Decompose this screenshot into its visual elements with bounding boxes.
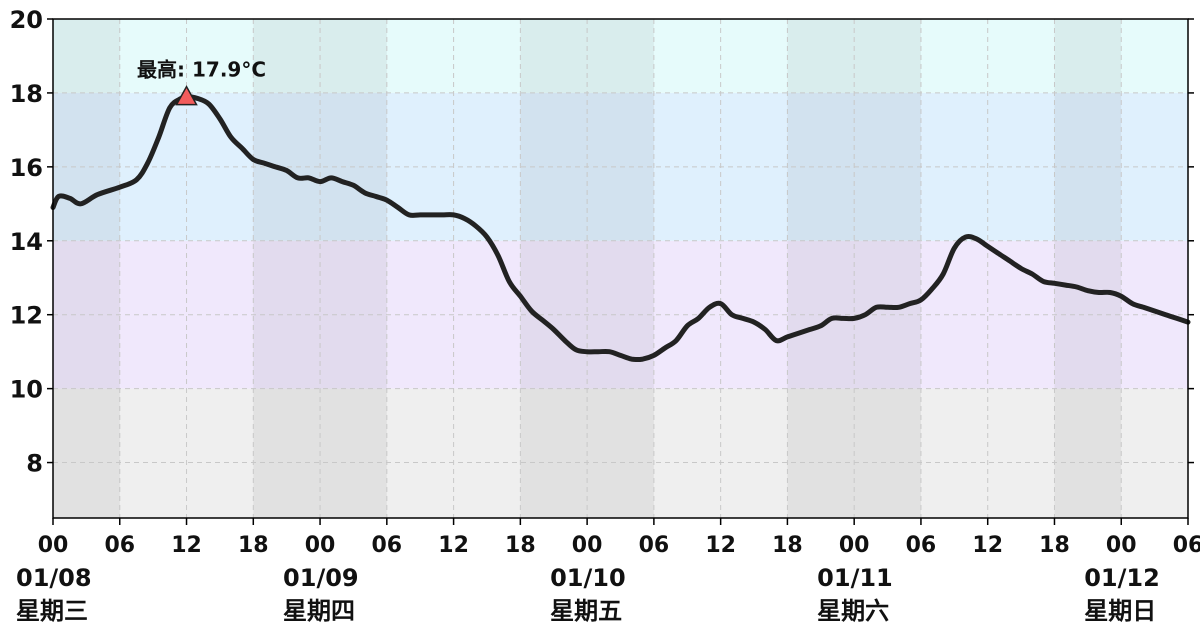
day-weekday-4: 星期日 [1084, 597, 1156, 625]
x-tick-label-15: 18 [1039, 533, 1070, 558]
day-date-4: 01/12 [1084, 564, 1160, 592]
day-date-0: 01/08 [16, 564, 92, 592]
y-tick-label-20: 20 [10, 6, 43, 34]
x-axis: 00 06 12 18 00 06 12 18 00 06 12 18 00 06 12 18 00 06 [38, 518, 1200, 558]
x-tick-label-17: 06 [1173, 533, 1200, 558]
y-tick-label-12: 12 [10, 302, 43, 330]
x-tick-label-10: 12 [705, 533, 736, 558]
y-tick-label-18: 18 [10, 80, 43, 108]
y-tick-label-10: 10 [10, 376, 43, 404]
x-tick-label-0: 00 [38, 533, 69, 558]
x-tick-label-13: 06 [906, 533, 937, 558]
x-tick-label-14: 12 [972, 533, 1003, 558]
y-tick-label-14: 14 [10, 228, 43, 256]
x-tick-label-11: 18 [772, 533, 803, 558]
day-weekday-2: 星期五 [550, 597, 622, 625]
y-axis: 8 10 12 14 16 18 20 [10, 6, 1194, 478]
x-tick-label-6: 12 [438, 533, 469, 558]
x-tick-label-1: 06 [104, 533, 135, 558]
max-temperature-label: 最高: 17.9°C [137, 58, 266, 82]
series-layer [50, 94, 1191, 363]
x-tick-label-16: 00 [1106, 533, 1137, 558]
x-tick-label-3: 18 [238, 533, 269, 558]
max-temperature-marker [175, 85, 198, 106]
night-shade-0 [53, 19, 120, 518]
day-labels: 01/08 星期三 01/09 星期四 01/10 星期五 01/11 星期六 01/12 星期日 [16, 564, 1160, 625]
x-tick-label-7: 18 [505, 533, 536, 558]
x-tick-label-2: 12 [171, 533, 202, 558]
x-tick-label-9: 06 [639, 533, 670, 558]
y-tick-label-8: 8 [26, 450, 43, 478]
y-tick-label-16: 16 [10, 154, 43, 182]
x-tick-label-5: 06 [372, 533, 403, 558]
x-tick-label-8: 00 [572, 533, 603, 558]
plot-frame [52, 18, 1189, 519]
temperature-band-3 [53, 19, 1188, 93]
day-weekday-0: 星期三 [16, 597, 88, 625]
day-date-1: 01/09 [283, 564, 359, 592]
day-weekday-3: 星期六 [817, 597, 889, 625]
x-tick-label-4: 00 [305, 533, 336, 558]
day-date-3: 01/11 [817, 564, 893, 592]
x-tick-label-12: 00 [839, 533, 870, 558]
day-weekday-1: 星期四 [283, 597, 355, 625]
night-shade-4 [1054, 19, 1122, 518]
annotation-layer: 最高: 17.9°C [137, 58, 266, 106]
temperature-series-line [50, 94, 1191, 363]
temperature-band-0 [53, 388, 1188, 518]
day-date-2: 01/10 [550, 564, 626, 592]
